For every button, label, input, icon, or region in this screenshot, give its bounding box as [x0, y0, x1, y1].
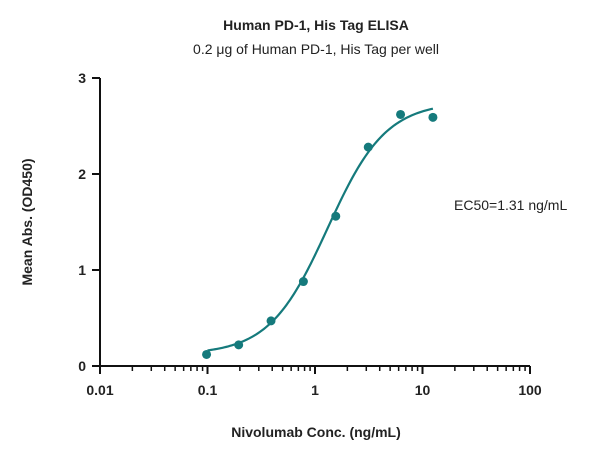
data-point	[363, 142, 373, 152]
ec50-annotation: EC50=1.31 ng/mL	[454, 197, 567, 213]
data-point	[234, 340, 244, 350]
chart-title: Human PD-1, His Tag ELISA	[223, 17, 409, 33]
y-tick-label: 0	[78, 358, 86, 374]
x-tick-label: 1	[311, 382, 319, 398]
data-point	[331, 211, 341, 221]
fit-curve	[207, 107, 434, 352]
data-point	[266, 316, 276, 326]
x-tick-label: 10	[415, 382, 431, 398]
tick-labels: 0 1 2 3 0.01 0.1 1 10 100	[78, 70, 542, 398]
tick-marks	[92, 77, 531, 374]
x-tick-label: 100	[518, 382, 542, 398]
axes	[99, 78, 530, 367]
data-point	[202, 349, 212, 359]
x-tick-label: 0.1	[198, 382, 218, 398]
y-axis-label: Mean Abs. (OD450)	[19, 158, 35, 285]
data-points	[202, 109, 438, 359]
y-tick-label: 1	[78, 262, 86, 278]
data-point	[298, 277, 308, 287]
x-axis-label: Nivolumab Conc. (ng/mL)	[231, 424, 401, 440]
y-tick-label: 2	[78, 166, 86, 182]
x-tick-label: 0.01	[86, 382, 113, 398]
chart-subtitle: 0.2 μg of Human PD-1, His Tag per well	[193, 41, 439, 57]
data-point	[396, 109, 406, 119]
data-point	[428, 112, 438, 122]
y-tick-label: 3	[78, 70, 86, 86]
